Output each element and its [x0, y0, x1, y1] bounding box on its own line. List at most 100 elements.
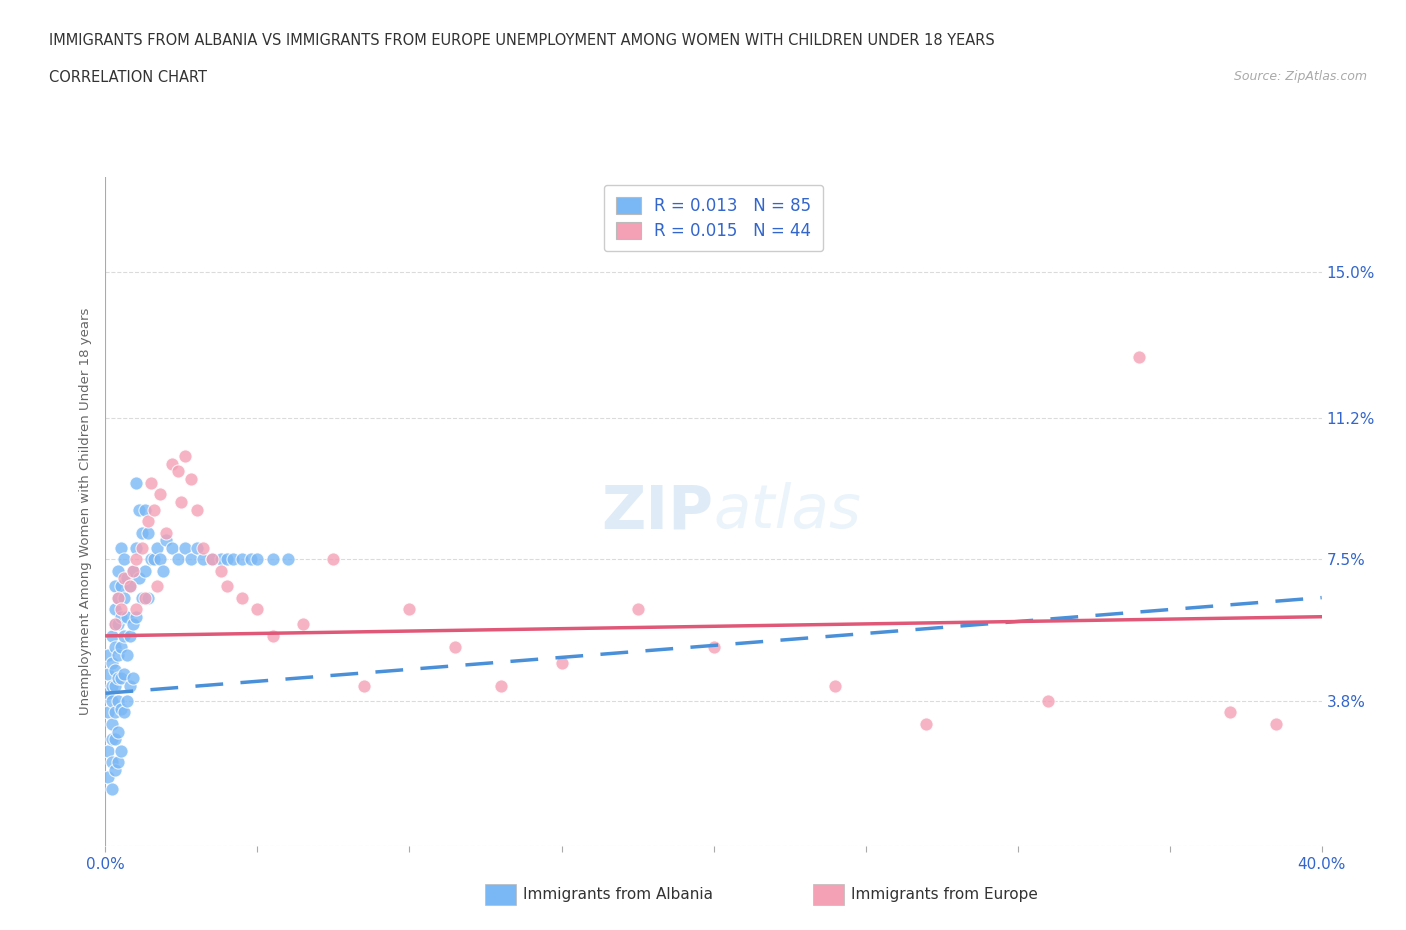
- Point: [131, 591, 153, 605]
- Point: [103, 678, 125, 693]
- Point: [209, 564, 232, 578]
- Point: [112, 705, 135, 720]
- Point: [134, 564, 156, 578]
- Point: [626, 602, 648, 617]
- Point: [201, 551, 224, 566]
- Point: [107, 591, 129, 605]
- Point: [97, 685, 120, 700]
- Point: [1265, 716, 1288, 731]
- Point: [125, 602, 148, 617]
- Point: [222, 551, 245, 566]
- Y-axis label: Unemployment Among Women with Children Under 18 years: Unemployment Among Women with Children U…: [79, 308, 93, 715]
- Point: [103, 663, 125, 678]
- Point: [100, 781, 122, 796]
- Point: [170, 495, 193, 510]
- Point: [322, 551, 344, 566]
- Point: [444, 640, 467, 655]
- Point: [162, 540, 184, 555]
- Point: [246, 602, 269, 617]
- Point: [121, 564, 143, 578]
- Point: [103, 640, 125, 655]
- Point: [100, 678, 122, 693]
- Point: [97, 667, 120, 682]
- Point: [134, 591, 156, 605]
- Point: [240, 551, 263, 566]
- Point: [209, 551, 232, 566]
- Point: [277, 551, 299, 566]
- Point: [110, 671, 132, 685]
- Point: [110, 743, 132, 758]
- Point: [262, 551, 284, 566]
- Point: [191, 540, 214, 555]
- Point: [125, 551, 148, 566]
- Point: [550, 656, 572, 671]
- Point: [128, 571, 150, 586]
- Point: [149, 551, 172, 566]
- Point: [107, 671, 129, 685]
- Point: [180, 551, 202, 566]
- Point: [131, 540, 153, 555]
- Point: [107, 617, 129, 631]
- Point: [112, 551, 135, 566]
- Point: [107, 694, 129, 709]
- Point: [125, 475, 148, 490]
- Point: [1128, 349, 1150, 364]
- Point: [118, 578, 141, 593]
- Point: [136, 525, 159, 540]
- Point: [824, 678, 846, 693]
- Point: [167, 551, 190, 566]
- Point: [115, 571, 138, 586]
- Point: [103, 732, 125, 747]
- Point: [100, 754, 122, 769]
- Point: [103, 578, 125, 593]
- Point: [1036, 694, 1059, 709]
- Point: [100, 732, 122, 747]
- Point: [702, 640, 725, 655]
- Text: ZIP: ZIP: [602, 482, 713, 541]
- Text: IMMIGRANTS FROM ALBANIA VS IMMIGRANTS FROM EUROPE UNEMPLOYMENT AMONG WOMEN WITH : IMMIGRANTS FROM ALBANIA VS IMMIGRANTS FR…: [49, 33, 995, 47]
- Point: [97, 705, 120, 720]
- Text: atlas: atlas: [713, 482, 862, 541]
- Point: [107, 647, 129, 662]
- Point: [231, 551, 253, 566]
- Point: [231, 591, 253, 605]
- Point: [115, 694, 138, 709]
- Point: [110, 701, 132, 716]
- Point: [97, 770, 120, 785]
- Point: [121, 671, 143, 685]
- Point: [100, 656, 122, 671]
- Legend: R = 0.013   N = 85, R = 0.015   N = 44: R = 0.013 N = 85, R = 0.015 N = 44: [605, 185, 823, 251]
- Point: [121, 617, 143, 631]
- Point: [103, 617, 125, 631]
- Point: [139, 475, 162, 490]
- Point: [262, 629, 284, 644]
- Point: [118, 678, 141, 693]
- Point: [191, 551, 214, 566]
- Point: [107, 754, 129, 769]
- Point: [121, 564, 143, 578]
- Point: [173, 448, 195, 463]
- Point: [125, 540, 148, 555]
- Point: [1219, 705, 1241, 720]
- Point: [97, 743, 120, 758]
- Text: Immigrants from Albania: Immigrants from Albania: [523, 887, 713, 902]
- Point: [173, 540, 195, 555]
- Point: [100, 716, 122, 731]
- Point: [155, 525, 177, 540]
- Point: [136, 513, 159, 528]
- Text: CORRELATION CHART: CORRELATION CHART: [49, 70, 207, 85]
- Point: [112, 629, 135, 644]
- Point: [136, 591, 159, 605]
- Point: [152, 564, 174, 578]
- Point: [186, 502, 208, 517]
- Point: [128, 502, 150, 517]
- Point: [118, 629, 141, 644]
- Point: [107, 564, 129, 578]
- Point: [246, 551, 269, 566]
- Point: [110, 578, 132, 593]
- Point: [103, 617, 125, 631]
- Point: [103, 705, 125, 720]
- Point: [155, 533, 177, 548]
- Point: [353, 678, 375, 693]
- Point: [110, 640, 132, 655]
